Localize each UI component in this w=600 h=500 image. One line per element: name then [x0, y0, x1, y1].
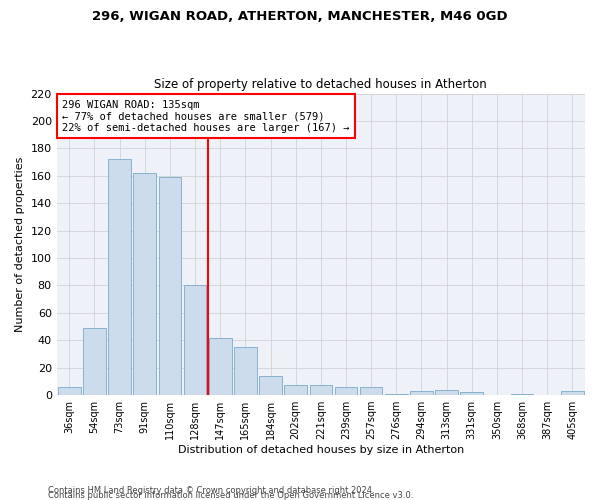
Bar	[284, 386, 307, 395]
Bar	[259, 376, 282, 395]
Bar	[58, 387, 80, 395]
Bar	[310, 386, 332, 395]
Title: Size of property relative to detached houses in Atherton: Size of property relative to detached ho…	[154, 78, 487, 91]
Text: Contains public sector information licensed under the Open Government Licence v3: Contains public sector information licen…	[48, 491, 413, 500]
Y-axis label: Number of detached properties: Number of detached properties	[15, 156, 25, 332]
Bar	[108, 160, 131, 395]
Bar	[158, 177, 181, 395]
Bar	[360, 387, 382, 395]
Bar	[83, 328, 106, 395]
Text: 296 WIGAN ROAD: 135sqm
← 77% of detached houses are smaller (579)
22% of semi-de: 296 WIGAN ROAD: 135sqm ← 77% of detached…	[62, 100, 349, 133]
Bar	[335, 387, 358, 395]
Bar	[410, 391, 433, 395]
Bar	[234, 347, 257, 395]
Text: Contains HM Land Registry data © Crown copyright and database right 2024.: Contains HM Land Registry data © Crown c…	[48, 486, 374, 495]
Bar	[209, 338, 232, 395]
Bar	[385, 394, 407, 395]
X-axis label: Distribution of detached houses by size in Atherton: Distribution of detached houses by size …	[178, 445, 464, 455]
Bar	[184, 286, 206, 395]
Bar	[561, 391, 584, 395]
Bar	[436, 390, 458, 395]
Bar	[511, 394, 533, 395]
Text: 296, WIGAN ROAD, ATHERTON, MANCHESTER, M46 0GD: 296, WIGAN ROAD, ATHERTON, MANCHESTER, M…	[92, 10, 508, 23]
Bar	[133, 173, 156, 395]
Bar	[460, 392, 483, 395]
